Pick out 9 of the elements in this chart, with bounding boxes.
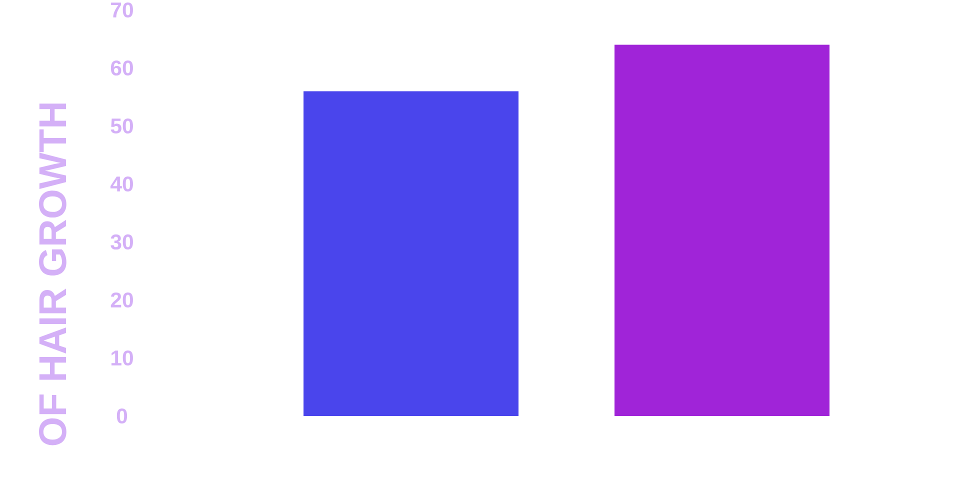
y-tick-label: 40 (110, 176, 133, 192)
y-tick-label: 0 (116, 408, 128, 424)
y-tick-label: 10 (111, 350, 133, 366)
y-tick-label: 50 (110, 118, 133, 134)
y-tick-label: 60 (110, 60, 133, 76)
y-tick-label: 70 (111, 2, 133, 18)
y-tick-label: 30 (110, 234, 133, 250)
y-tick-label: 20 (110, 292, 133, 308)
y-axis-title: OF HAIR GROWTH (39, 104, 66, 446)
